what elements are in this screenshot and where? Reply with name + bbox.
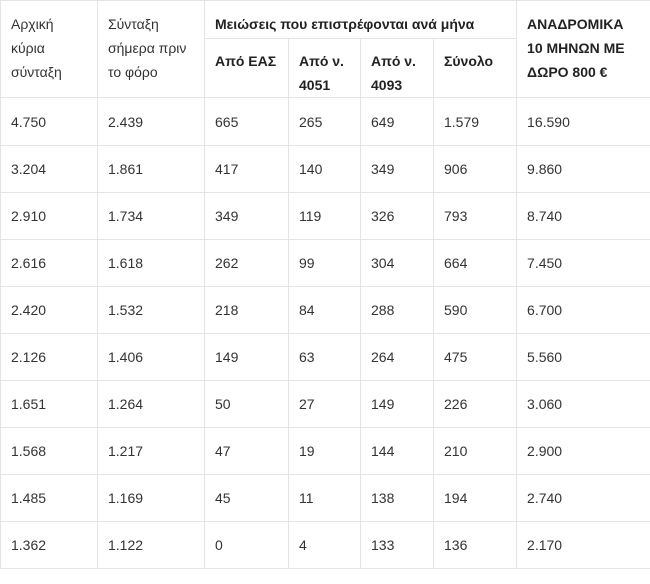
- cell-from-4093: 349: [360, 145, 434, 193]
- cell-pension-before-tax: 1.169: [97, 474, 205, 522]
- cell-from-4051: 27: [288, 380, 361, 428]
- cell-from-eas: 417: [204, 145, 289, 193]
- table-row: 1.651 1.264 50 27 149 226 3.060: [0, 380, 650, 428]
- pension-reductions-table: Αρχική κύρια σύνταξη Σύνταξη σήμερα πριν…: [0, 0, 650, 569]
- cell-total: 590: [432, 286, 518, 334]
- header-from-4051: Από ν. 4051: [288, 38, 361, 98]
- cell-total: 793: [432, 192, 518, 240]
- cell-from-4093: 144: [360, 427, 434, 475]
- cell-from-eas: 50: [204, 380, 289, 428]
- cell-retroactive: 7.450: [516, 239, 650, 287]
- cell-from-4093: 133: [360, 521, 434, 569]
- cell-from-eas: 0: [204, 521, 289, 569]
- cell-original-pension: 2.616: [0, 239, 98, 287]
- cell-from-4093: 326: [360, 192, 434, 240]
- cell-pension-before-tax: 1.734: [97, 192, 205, 240]
- cell-from-eas: 47: [204, 427, 289, 475]
- table-row: 1.568 1.217 47 19 144 210 2.900: [0, 427, 650, 475]
- cell-from-eas: 149: [204, 333, 289, 381]
- cell-original-pension: 2.126: [0, 333, 98, 381]
- cell-retroactive: 5.560: [516, 333, 650, 381]
- cell-total: 194: [432, 474, 518, 522]
- cell-from-4051: 4: [288, 521, 361, 569]
- cell-from-eas: 349: [204, 192, 289, 240]
- cell-original-pension: 2.910: [0, 192, 98, 240]
- cell-total: 475: [432, 333, 518, 381]
- cell-retroactive: 2.170: [516, 521, 650, 569]
- cell-from-eas: 665: [204, 97, 289, 146]
- cell-pension-before-tax: 1.217: [97, 427, 205, 475]
- cell-from-4051: 63: [288, 333, 361, 381]
- cell-original-pension: 1.485: [0, 474, 98, 522]
- table-row: 4.750 2.439 665 265 649 1.579 16.590: [0, 97, 650, 146]
- table-body: 4.750 2.439 665 265 649 1.579 16.590 3.2…: [0, 97, 650, 569]
- cell-original-pension: 1.568: [0, 427, 98, 475]
- cell-from-eas: 218: [204, 286, 289, 334]
- cell-from-eas: 262: [204, 239, 289, 287]
- cell-from-4051: 11: [288, 474, 361, 522]
- cell-from-4093: 149: [360, 380, 434, 428]
- cell-original-pension: 4.750: [0, 97, 98, 146]
- cell-total: 210: [432, 427, 518, 475]
- cell-pension-before-tax: 2.439: [97, 97, 205, 146]
- cell-retroactive: 6.700: [516, 286, 650, 334]
- cell-pension-before-tax: 1.264: [97, 380, 205, 428]
- table-row: 1.362 1.122 0 4 133 136 2.170: [0, 521, 650, 569]
- cell-from-4093: 264: [360, 333, 434, 381]
- cell-total: 906: [432, 145, 518, 193]
- cell-pension-before-tax: 1.861: [97, 145, 205, 193]
- table-row: 3.204 1.861 417 140 349 906 9.860: [0, 145, 650, 193]
- header-from-eas: Από ΕΑΣ: [204, 38, 289, 98]
- cell-from-4093: 288: [360, 286, 434, 334]
- header-reductions-group: Μειώσεις που επιστρέφονται ανά μήνα: [203, 0, 518, 39]
- cell-from-4051: 99: [288, 239, 361, 287]
- cell-pension-before-tax: 1.532: [97, 286, 205, 334]
- cell-from-4051: 265: [288, 97, 361, 146]
- cell-original-pension: 1.651: [0, 380, 98, 428]
- cell-from-4051: 84: [288, 286, 361, 334]
- cell-retroactive: 9.860: [516, 145, 650, 193]
- cell-original-pension: 3.204: [0, 145, 98, 193]
- cell-original-pension: 1.362: [0, 521, 98, 569]
- cell-from-4093: 138: [360, 474, 434, 522]
- cell-pension-before-tax: 1.122: [97, 521, 205, 569]
- cell-total: 664: [432, 239, 518, 287]
- header-total: Σύνολο: [432, 38, 518, 98]
- header-original-pension: Αρχική κύρια σύνταξη: [0, 0, 98, 98]
- cell-total: 136: [432, 521, 518, 569]
- table-row: 2.126 1.406 149 63 264 475 5.560: [0, 333, 650, 381]
- table-row: 2.616 1.618 262 99 304 664 7.450: [0, 239, 650, 287]
- header-pension-before-tax: Σύνταξη σήμερα πριν το φόρο: [97, 0, 205, 98]
- table-row: 2.910 1.734 349 119 326 793 8.740: [0, 192, 650, 240]
- header-retroactive: ΑΝΑΔΡΟΜΙΚΑ 10 ΜΗΝΩΝ ΜΕ ΔΩΡΟ 800 €: [516, 0, 650, 98]
- cell-total: 226: [432, 380, 518, 428]
- cell-pension-before-tax: 1.618: [97, 239, 205, 287]
- cell-from-4051: 140: [288, 145, 361, 193]
- cell-pension-before-tax: 1.406: [97, 333, 205, 381]
- cell-retroactive: 8.740: [516, 192, 650, 240]
- cell-from-4051: 19: [288, 427, 361, 475]
- cell-original-pension: 2.420: [0, 286, 98, 334]
- table-header: Αρχική κύρια σύνταξη Σύνταξη σήμερα πριν…: [0, 0, 650, 98]
- cell-retroactive: 16.590: [516, 97, 650, 146]
- table-row: 1.485 1.169 45 11 138 194 2.740: [0, 474, 650, 522]
- cell-total: 1.579: [432, 97, 518, 146]
- cell-retroactive: 2.740: [516, 474, 650, 522]
- cell-from-4093: 304: [360, 239, 434, 287]
- cell-from-eas: 45: [204, 474, 289, 522]
- cell-retroactive: 2.900: [516, 427, 650, 475]
- cell-from-4051: 119: [288, 192, 361, 240]
- table-row: 2.420 1.532 218 84 288 590 6.700: [0, 286, 650, 334]
- cell-from-4093: 649: [360, 97, 434, 146]
- cell-retroactive: 3.060: [516, 380, 650, 428]
- header-from-4093: Από ν. 4093: [360, 38, 434, 98]
